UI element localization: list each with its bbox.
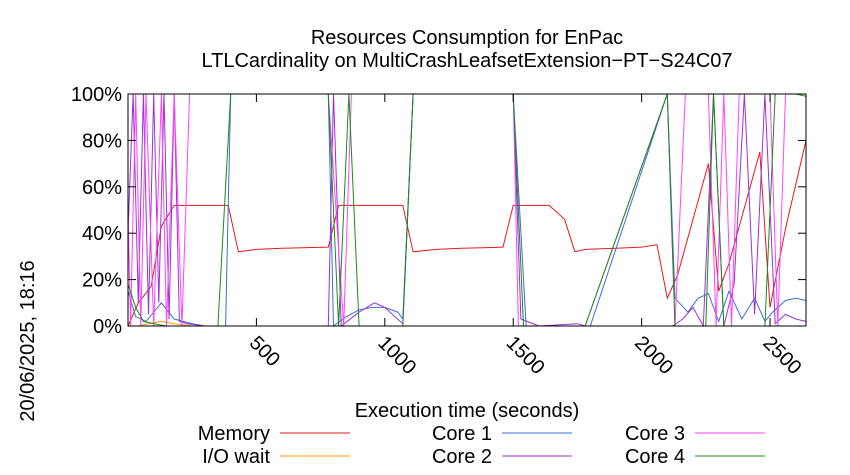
y-tick-label: 100%: [71, 84, 122, 106]
x-tick-label: 2500: [759, 332, 806, 379]
legend-label: Core 4: [625, 446, 685, 468]
x-tick-label: 1500: [502, 332, 549, 379]
timestamp-label: 20/06/2025, 18:16: [17, 260, 39, 421]
chart-title: Resources Consumption for EnPac: [311, 27, 623, 49]
y-tick-label: 40%: [82, 223, 122, 245]
x-tick-label: 2000: [630, 332, 677, 379]
legend-label: Core 3: [625, 423, 685, 445]
legend-label: Core 2: [432, 446, 492, 468]
series-line-i-o-wait: [128, 320, 806, 327]
plot-frame: [127, 93, 807, 327]
chart-subtitle: LTLCardinality on MultiCrashLeafsetExten…: [201, 50, 732, 72]
x-tick-label: 500: [245, 332, 284, 371]
legend-label: I/O wait: [202, 446, 270, 468]
y-tick-label: 0%: [93, 316, 122, 338]
y-tick-label: 60%: [82, 177, 122, 199]
axes-layer: 0% 20% 40% 60% 80% 100% 500 1000 1500 2000 2500: [71, 84, 806, 379]
x-tick-label: 1000: [373, 332, 420, 379]
y-tick-label: 20%: [82, 270, 122, 292]
y-tick-label: 80%: [82, 130, 122, 152]
series-layer: [128, 93, 806, 327]
legend-label: Memory: [198, 423, 270, 445]
legend-label: Core 1: [432, 423, 492, 445]
x-axis-label: Execution time (seconds): [355, 400, 580, 422]
